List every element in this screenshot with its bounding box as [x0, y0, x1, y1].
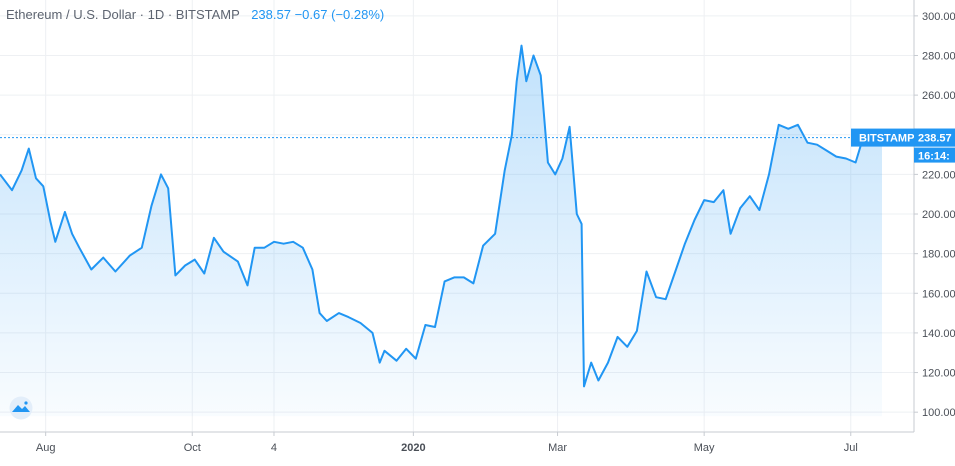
chart-legend: Ethereum / U.S. Dollar · 1D · BITSTAMP 2… — [6, 7, 384, 22]
price-change: −0.67 — [294, 7, 328, 22]
price-tag: BITSTAMP 238.57 16:14: — [851, 128, 955, 163]
last-price: 238.57 — [251, 7, 291, 22]
x-tick-label: Mar — [548, 442, 567, 454]
y-tick-label: 220.00 — [922, 169, 955, 181]
tradingview-logo-icon[interactable] — [5, 396, 37, 420]
y-tick-label: 160.00 — [922, 288, 955, 300]
last-price-label: 238.57 — [918, 133, 952, 145]
x-tick-label: 2020 — [401, 442, 425, 454]
exchange-tag-label: BITSTAMP — [859, 133, 914, 145]
y-tick-label: 120.00 — [922, 368, 955, 380]
price-area-fill — [0, 45, 882, 417]
x-tick-label: Jul — [844, 442, 858, 454]
y-tick-label: 260.00 — [922, 90, 955, 102]
price-line — [0, 44, 883, 388]
x-tick-label: 4 — [271, 442, 277, 454]
price-axis[interactable]: 100.00 120.00 140.00 160.00 180.00 200.00 220.… — [914, 11, 955, 419]
last-price-badge — [914, 128, 955, 147]
price-change-percent: (−0.28%) — [331, 7, 385, 22]
x-tick-label: Aug — [36, 442, 56, 454]
countdown-badge — [914, 147, 955, 163]
y-tick-label: 180.00 — [922, 249, 955, 261]
quote-values: 238.57 −0.67 (−0.28%) — [251, 7, 384, 22]
y-tick-label: 280.00 — [922, 50, 955, 62]
y-tick-label: 200.00 — [922, 209, 955, 221]
y-tick-label: 140.00 — [922, 328, 955, 340]
x-tick-label: May — [694, 442, 715, 454]
x-tick-label: Oct — [184, 442, 201, 454]
time-axis[interactable]: Aug Oct 4 2020 Mar May Jul — [36, 432, 858, 454]
y-tick-label: 300.00 — [922, 11, 955, 23]
y-tick-label: 100.00 — [922, 407, 955, 419]
countdown-label: 16:14: — [918, 151, 950, 163]
symbol-title[interactable]: Ethereum / U.S. Dollar · 1D · BITSTAMP — [6, 7, 240, 22]
